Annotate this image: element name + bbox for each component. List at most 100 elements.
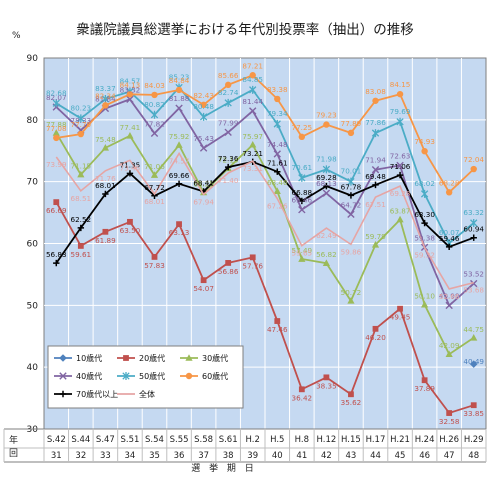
data-label: 72.63 [390,151,411,160]
data-point-marker [249,254,256,261]
data-label: 73.99 [46,160,67,169]
data-label: 83.32 [120,85,141,94]
x-round-label: 33 [100,451,111,461]
data-label: 63.30 [414,210,435,219]
data-point-marker [396,215,404,223]
y-tick-label: 90 [27,54,39,64]
data-point-marker [249,107,257,115]
data-label: 78.33 [71,116,92,125]
data-point-marker [470,279,478,288]
legend-swatch-marker [59,354,67,362]
data-label: 73.45 [120,163,141,172]
x-round-label: 31 [51,451,62,461]
data-label: 87.21 [242,61,263,70]
data-label: 85.23 [169,72,190,81]
data-label: 71.35 [120,160,141,169]
data-label: 35.62 [341,398,362,407]
data-point-marker [371,129,380,138]
data-label: 75.48 [95,135,116,144]
data-point-marker [322,259,330,266]
data-label: 75.43 [193,134,214,143]
data-label: 82.07 [46,93,67,102]
data-label: 61.89 [95,236,116,245]
data-point-marker [322,165,331,174]
y-axis-unit-label: % [12,31,21,41]
data-point-marker [199,112,208,121]
data-point-marker [445,243,453,251]
legend-label: 40歳代 [76,371,102,381]
data-point-marker [298,197,306,205]
data-point-marker [126,170,134,177]
data-label: 83.38 [267,85,288,94]
data-label: 33.85 [463,409,484,418]
data-point-marker [469,360,478,368]
data-point-marker [274,95,281,103]
data-point-marker [77,224,85,232]
data-label: 73.21 [242,149,263,158]
data-point-marker [126,132,134,139]
data-point-marker [446,410,453,416]
data-label: 63.50 [120,226,141,235]
series-line [55,98,475,308]
data-label: 37.89 [414,384,435,393]
data-label: 53.68 [463,286,484,295]
data-label: 71.06 [390,162,411,171]
data-point-marker [249,85,257,94]
data-label: 57.49 [292,246,313,255]
data-point-marker [150,129,159,138]
data-point-marker [53,199,60,206]
x-tick-label: H.8 [295,435,309,445]
data-label: 77.88 [46,120,67,129]
x-tick-label: S.61 [219,435,238,445]
data-label: 74.57 [169,156,190,165]
axes: 30 40 50 60 70 80 90 S.42 31 S.44 32 S.47 33 S.51 34 S.… [3,54,487,463]
data-point-marker [372,97,379,104]
data-label: 81.84 [95,94,116,103]
x-axis-title: 選 挙 期 日 [191,462,257,474]
data-point-marker [175,180,183,187]
x-tick-label: H.12 [317,435,337,445]
data-point-marker [274,168,281,175]
data-point-marker [347,297,355,304]
series-2 [52,129,478,358]
data-label: 65.46 [292,196,313,205]
x-round-label: 40 [272,451,283,461]
data-label: 38.35 [316,381,337,390]
x-tick-label: H.5 [270,435,284,445]
data-point-marker [224,81,232,89]
x-round-label: 47 [444,451,455,461]
x-tick-label: S.51 [120,435,139,445]
data-point-marker [298,173,306,182]
x-round-label: 35 [149,451,160,461]
y-tick-label: 40 [27,363,39,373]
data-label: 85.66 [218,71,239,80]
data-label: 44.75 [463,325,484,334]
series-line [55,160,475,264]
data-label: 32.58 [439,417,460,426]
data-label: 59.65 [292,249,313,258]
data-point-marker [470,218,478,227]
data-label: 63.32 [463,208,484,217]
data-label: 68.51 [71,194,92,203]
data-label: 77.25 [292,123,313,132]
data-point-marker [53,259,60,267]
data-point-marker [77,243,84,249]
data-point-marker [77,170,85,178]
x-round-label: 34 [125,451,136,461]
data-label: 36.42 [292,393,313,402]
data-label: 77.82 [144,119,165,128]
legend-swatch-marker [122,372,130,380]
y-tick-label: 70 [27,178,39,188]
series-0 [469,360,478,368]
data-point-marker [371,165,380,174]
legend-label: 60歳代 [202,371,228,381]
data-point-marker [273,150,281,158]
data-label: 84.03 [144,81,165,90]
data-point-marker [397,305,403,312]
data-label: 77.41 [120,123,141,132]
data-label: 59.32 [414,251,435,260]
data-point-marker [273,119,281,128]
data-label: 82.74 [218,88,239,97]
series-line [55,151,474,290]
